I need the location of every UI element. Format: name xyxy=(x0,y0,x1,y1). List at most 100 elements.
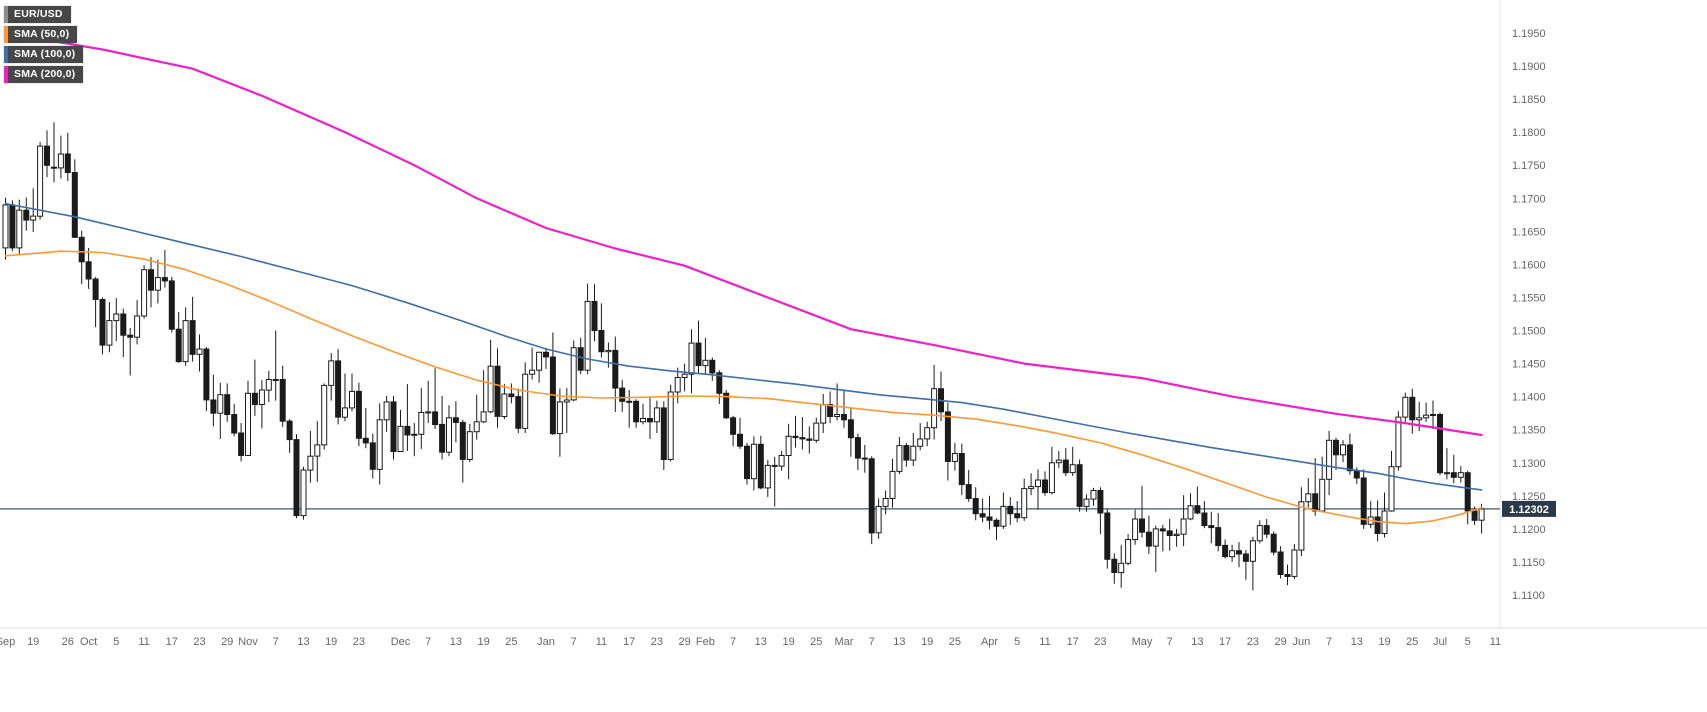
candle-body-bearish xyxy=(1353,470,1360,479)
candle-body-bullish xyxy=(217,394,224,414)
candle xyxy=(2,197,9,260)
time-axis-label: 17 xyxy=(1067,636,1079,648)
candle xyxy=(1111,553,1118,584)
price-axis-label: 1.1450 xyxy=(1512,359,1546,371)
candle xyxy=(1340,440,1346,463)
candle xyxy=(854,433,861,470)
candle xyxy=(556,388,563,457)
candle-body-bullish xyxy=(1388,466,1395,512)
candle xyxy=(1284,564,1291,586)
time-axis-label: 23 xyxy=(1247,636,1259,648)
candle xyxy=(245,380,251,456)
candle-body-bearish xyxy=(439,423,446,453)
price-axis-label: 1.1100 xyxy=(1512,590,1545,602)
candle xyxy=(660,401,667,470)
sma-200-color-swatch xyxy=(4,66,8,83)
sma-100-line[interactable] xyxy=(4,202,1483,491)
candle-body-bearish xyxy=(92,278,99,300)
candle xyxy=(619,380,626,412)
time-axis-label: Jun xyxy=(1293,636,1311,648)
candle-body-bearish xyxy=(390,401,397,452)
indicator-badge-sma-200[interactable]: SMA (200,0) xyxy=(4,66,84,83)
candle xyxy=(494,348,501,428)
candle xyxy=(1145,515,1152,554)
time-axis[interactable]: Sep 19 26 Oct 5 11 17 23 29 Nov 7 13 19 23 Dec 7 13 19 25 J… xyxy=(0,636,1501,648)
candle xyxy=(362,407,369,449)
candle xyxy=(1055,450,1062,469)
sma-200-line[interactable] xyxy=(4,31,1483,437)
candle xyxy=(23,197,30,231)
candle xyxy=(30,188,37,232)
candle xyxy=(113,298,120,342)
candle xyxy=(404,384,411,451)
candle xyxy=(529,347,536,380)
candle xyxy=(1048,446,1055,495)
candle xyxy=(106,302,113,353)
time-axis-label: 17 xyxy=(166,636,178,648)
time-axis-label: 13 xyxy=(1191,636,1203,648)
candle-body-bearish xyxy=(827,404,834,418)
candle-body-bullish xyxy=(522,373,529,429)
sma-100-label: SMA (100,0) xyxy=(14,48,76,60)
candle-body-bullish xyxy=(1249,540,1256,562)
candle-body-bearish xyxy=(771,464,778,467)
candle-body-bearish xyxy=(64,153,71,173)
candle-body-bullish xyxy=(1069,464,1076,474)
candle-body-bullish xyxy=(674,377,681,393)
candle-body-bearish xyxy=(23,209,30,221)
symbol-badge[interactable]: EUR/USD xyxy=(4,6,71,23)
candle-body-bullish xyxy=(265,379,272,391)
candle xyxy=(889,458,896,508)
candle-body-bullish xyxy=(896,445,903,472)
candle xyxy=(78,230,85,285)
candle-body-bullish xyxy=(1180,518,1187,535)
candle-body-bearish xyxy=(1166,530,1173,537)
candle-body-bearish xyxy=(695,342,702,367)
candle-body-bearish xyxy=(598,330,605,353)
indicator-badge-sma-100[interactable]: SMA (100,0) xyxy=(4,46,84,63)
candle-body-bearish xyxy=(958,453,965,486)
candle-body-bearish xyxy=(369,442,376,470)
candle-body-bullish xyxy=(1256,525,1263,542)
price-axis[interactable]: 1.1950 1.1900 1.1850 1.1800 1.1750 1.1700 1.16… xyxy=(1512,28,1546,602)
candle-body-bullish xyxy=(875,505,882,534)
candle xyxy=(944,402,951,481)
time-axis-label: 13 xyxy=(893,636,905,648)
candle xyxy=(446,405,452,457)
candle-body-bullish xyxy=(1021,488,1028,519)
sma-50-label: SMA (50,0) xyxy=(14,28,70,40)
time-axis-label: 11 xyxy=(596,636,607,648)
candle-body-bearish xyxy=(432,411,439,425)
time-axis-label: 7 xyxy=(273,636,279,648)
candle-body-bullish xyxy=(328,360,335,386)
indicator-badge-sma-50[interactable]: SMA (50,0) xyxy=(4,26,78,43)
candle xyxy=(799,417,806,450)
time-axis-label: Jul xyxy=(1433,636,1447,648)
candle-body-bullish xyxy=(446,417,452,453)
candle xyxy=(1242,550,1249,580)
candle xyxy=(1076,459,1083,512)
candle xyxy=(1236,542,1242,568)
candle-body-bearish xyxy=(841,414,847,421)
candle-body-bearish xyxy=(1145,531,1152,547)
candle-body-bearish xyxy=(1284,574,1291,577)
candle xyxy=(951,442,958,471)
candle-body-bullish xyxy=(1478,508,1485,521)
candle-body-bearish xyxy=(168,280,175,330)
candle xyxy=(605,342,612,368)
candle xyxy=(757,435,764,490)
candle xyxy=(1035,469,1041,510)
candle xyxy=(1021,478,1028,521)
candle-body-bearish xyxy=(792,435,799,439)
candle-body-bearish xyxy=(1222,544,1229,558)
candle-body-bullish xyxy=(154,277,161,291)
candle-body-bullish xyxy=(640,418,646,423)
candle xyxy=(1478,503,1485,534)
time-axis-label: 11 xyxy=(1039,636,1050,648)
sma-50-line[interactable] xyxy=(4,250,1483,525)
candle-body-bearish xyxy=(1201,512,1208,527)
candle xyxy=(168,277,175,333)
candle-body-bearish xyxy=(1139,518,1145,533)
candle xyxy=(1125,534,1132,566)
